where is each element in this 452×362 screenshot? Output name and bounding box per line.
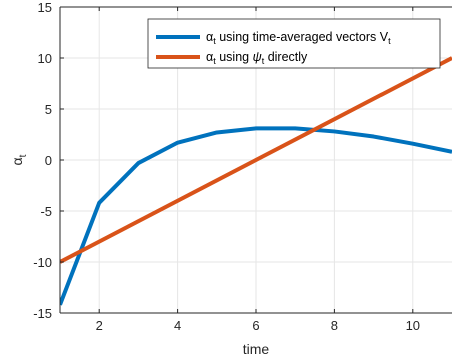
x-tick-label-3: 8 (331, 318, 338, 333)
legend-2-alpha: α (206, 50, 213, 64)
x-axis-label: time (243, 341, 270, 357)
legend-2-psi-sub: t (262, 56, 265, 66)
y-tick-label-1: -10 (33, 255, 52, 270)
y-axis-label: αt (9, 154, 29, 165)
legend-1-alpha-sub: t (213, 36, 216, 46)
tick-labels: 2 4 6 8 10 -15 -10 -5 0 5 10 15 (33, 0, 420, 333)
x-tick-label-1: 4 (174, 318, 181, 333)
x-tick-label-2: 6 (252, 318, 259, 333)
x-tick-label-0: 2 (96, 318, 103, 333)
legend-box (147, 18, 441, 69)
y-tick-label-3: 0 (45, 153, 52, 168)
y-tick-label-4: 5 (45, 102, 52, 117)
legend: αt using time-averaged vectors Vt αt usi… (147, 18, 441, 69)
legend-2-text: using (216, 50, 253, 64)
legend-2-alpha-sub: t (213, 56, 216, 66)
y-axis-label-subscript: t (18, 154, 29, 157)
legend-label-series-2: αt using ψt directly (206, 50, 308, 66)
series-line-2 (60, 56, 452, 264)
legend-label-series-1: αt using time-averaged vectors Vt (206, 30, 391, 46)
legend-1-v-sub: t (388, 36, 391, 46)
legend-2-text-end: directly (264, 50, 308, 64)
y-axis-label-base: α (9, 157, 25, 165)
y-tick-label-2: -5 (40, 204, 52, 219)
series-layer (60, 56, 452, 306)
legend-1-alpha: α (206, 30, 213, 44)
x-tick-label-4: 10 (406, 318, 420, 333)
y-tick-label-6: 15 (38, 0, 52, 15)
series-line-1 (60, 126, 452, 306)
y-tick-label-5: 10 (38, 51, 52, 66)
y-tick-label-0: -15 (33, 306, 52, 321)
axes (59, 6, 452, 314)
legend-2-psi: ψ (253, 50, 262, 64)
legend-1-text: using time-averaged vectors V (216, 30, 389, 44)
